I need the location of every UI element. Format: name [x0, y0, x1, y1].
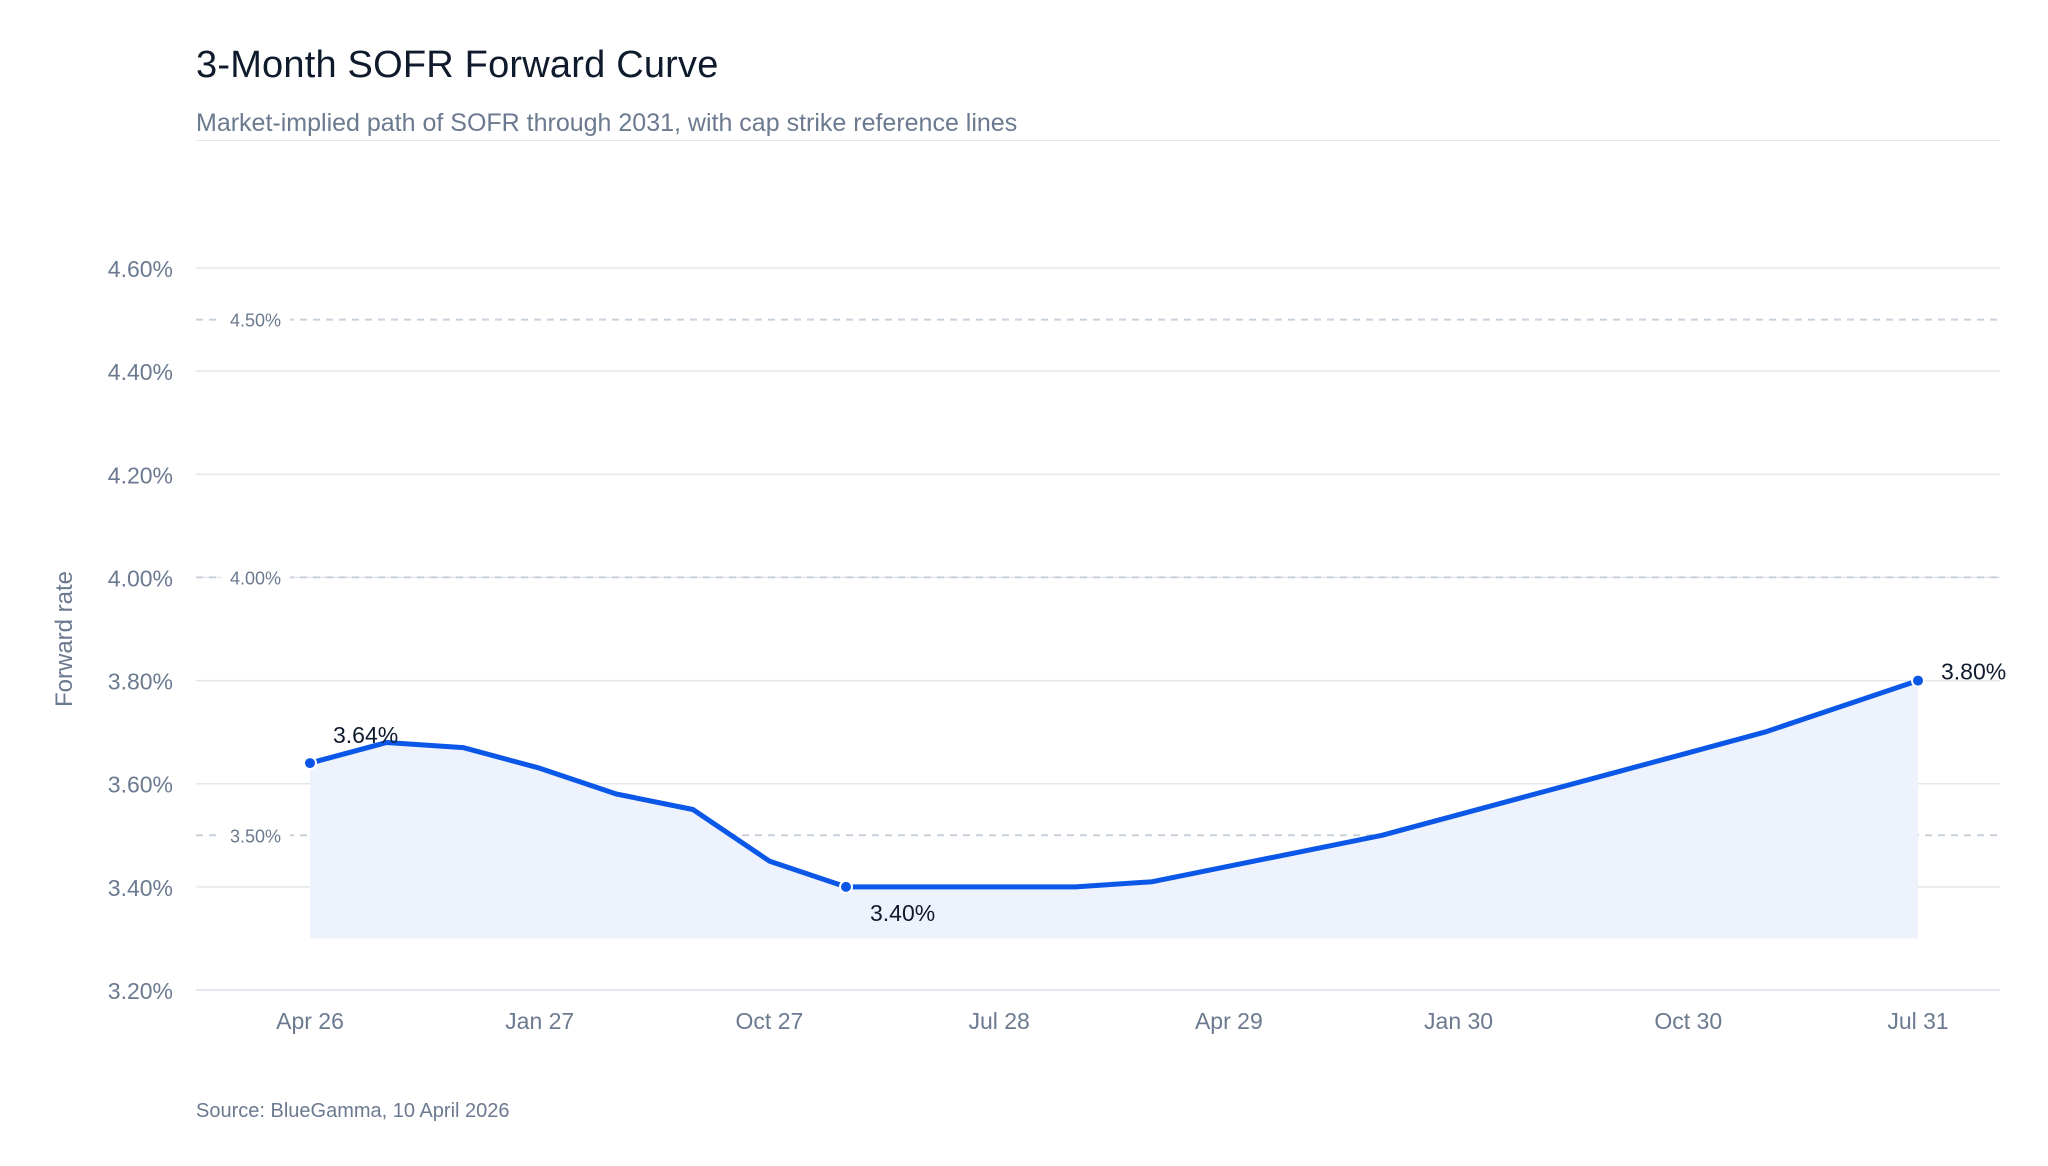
data-label: 3.80%: [1941, 659, 2006, 685]
y-tick-label: 3.20%: [108, 978, 173, 1004]
x-tick-label: Jan 27: [505, 1008, 574, 1034]
data-point-marker: [303, 756, 317, 771]
reference-label-bg: [222, 566, 290, 589]
header-divider: [196, 140, 2000, 141]
x-tick-label: Apr 29: [1195, 1008, 1263, 1034]
y-tick-label: 4.40%: [108, 359, 173, 385]
reference-label-bg: [222, 308, 290, 331]
chart-subtitle: Market-implied path of SOFR through 2031…: [196, 109, 1018, 137]
data-point-marker: [1911, 673, 1925, 688]
x-tick-label: Oct 30: [1654, 1008, 1722, 1034]
x-tick-label: Jan 30: [1424, 1008, 1493, 1034]
area-fill: [310, 680, 1918, 939]
source-note: Source: BlueGamma, 10 April 2026: [196, 1100, 510, 1122]
y-tick-label: 4.60%: [108, 256, 173, 282]
data-point-marker: [839, 879, 853, 894]
y-tick-label: 4.20%: [108, 462, 173, 488]
x-tick-label: Apr 26: [276, 1008, 344, 1034]
reference-label: 4.00%: [230, 568, 281, 588]
reference-label: 3.50%: [230, 826, 281, 846]
y-axis-title: Forward rate: [51, 571, 78, 707]
x-tick-label: Jul 31: [1887, 1008, 1948, 1034]
reference-label-bg: [222, 824, 290, 847]
series-line: [307, 678, 1921, 890]
chart-title: 3-Month SOFR Forward Curve: [196, 44, 719, 86]
y-tick-label: 3.80%: [108, 669, 173, 695]
x-tick-label: Jul 28: [968, 1008, 1029, 1034]
y-tick-label: 3.40%: [108, 875, 173, 901]
y-tick-label: 4.00%: [108, 565, 173, 591]
reference-label: 4.50%: [230, 311, 281, 331]
data-label: 3.64%: [333, 722, 398, 748]
x-tick-label: Oct 27: [736, 1008, 804, 1034]
data-label: 3.40%: [870, 900, 935, 926]
y-tick-label: 3.60%: [108, 772, 173, 798]
